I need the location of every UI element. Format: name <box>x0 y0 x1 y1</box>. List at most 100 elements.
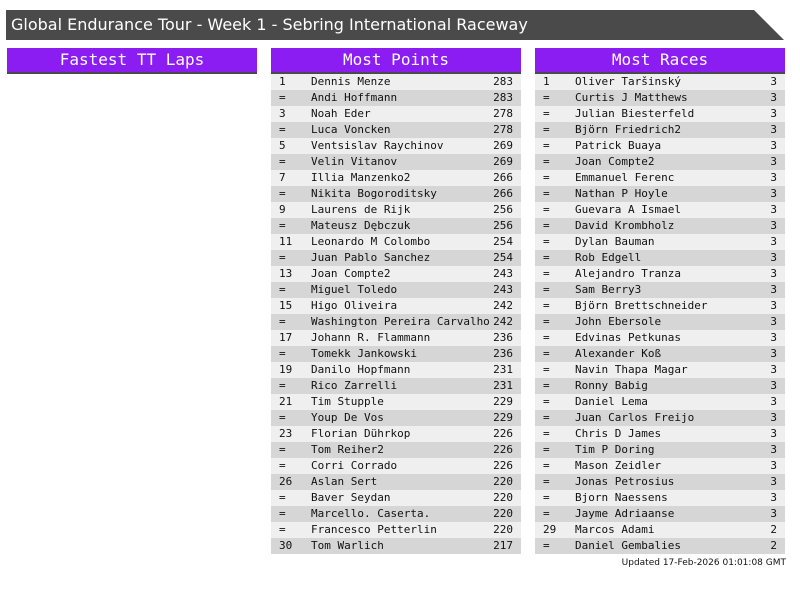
leaderboard-panel: Most Points 1 Dennis Menze 283 = Andi Hoffman… <box>271 48 521 554</box>
leaderboard-row: = Guevara A Ismael 3 <box>535 202 785 218</box>
driver-name: Washington Pereira Carvalho <box>311 315 490 328</box>
score: 278 <box>493 123 513 136</box>
leaderboard-row: = Velin Vitanov 269 <box>271 154 521 170</box>
driver-name: Youp De Vos <box>311 411 384 424</box>
driver-name: Francesco Petterlin <box>311 523 437 536</box>
driver-name: Higo Oliveira <box>311 299 398 312</box>
rank: = <box>279 507 286 520</box>
driver-name: Rico Zarrelli <box>311 379 398 392</box>
rank: = <box>543 475 550 488</box>
rank: 1 <box>543 75 550 88</box>
leaderboard-row: 15 Higo Oliveira 242 <box>271 298 521 314</box>
rank: = <box>543 539 550 552</box>
score: 226 <box>493 443 513 456</box>
rank: = <box>543 427 550 440</box>
leaderboard-row: = Dylan Bauman 3 <box>535 234 785 250</box>
panel-header: Most Races <box>535 48 785 74</box>
score: 3 <box>770 123 777 136</box>
driver-name: Julian Biesterfeld <box>575 107 695 120</box>
driver-name: Rob Edgell <box>575 251 642 264</box>
rank: = <box>279 155 286 168</box>
driver-name: Tom Warlich <box>311 539 384 552</box>
leaderboard-row: 5 Ventsislav Raychinov 269 <box>271 138 521 154</box>
panel-header: Fastest TT Laps <box>7 48 257 74</box>
leaderboard-row: = Emmanuel Ferenc 3 <box>535 170 785 186</box>
leaderboard-row: = Luca Voncken 278 <box>271 122 521 138</box>
rank: 7 <box>279 171 286 184</box>
rank: = <box>543 491 550 504</box>
driver-name: Corri Corrado <box>311 459 398 472</box>
driver-name: Aslan Sert <box>311 475 378 488</box>
score: 226 <box>493 459 513 472</box>
score: 220 <box>493 523 513 536</box>
driver-name: Alejandro Tranza <box>575 267 681 280</box>
driver-name: Illia Manzenko2 <box>311 171 411 184</box>
driver-name: Baver Seydan <box>311 491 391 504</box>
leaderboard-row: = Juan Pablo Sanchez 254 <box>271 250 521 266</box>
leaderboard-row: = Sam Berry3 3 <box>535 282 785 298</box>
rank: = <box>543 219 550 232</box>
leaderboard-row: 26 Aslan Sert 220 <box>271 474 521 490</box>
rank: = <box>543 395 550 408</box>
leaderboard-row: = Baver Seydan 220 <box>271 490 521 506</box>
driver-name: Mason Zeidler <box>575 459 662 472</box>
rank: 13 <box>279 267 293 280</box>
rank: 26 <box>279 475 293 488</box>
leaderboard-row: = Edvinas Petkunas 3 <box>535 330 785 346</box>
driver-name: Jayme Adriaanse <box>575 507 675 520</box>
score: 3 <box>770 427 777 440</box>
score: 3 <box>770 491 777 504</box>
score: 242 <box>493 315 513 328</box>
score: 243 <box>493 267 513 280</box>
rank: = <box>543 139 550 152</box>
rank: = <box>543 187 550 200</box>
leaderboard-row: = Alejandro Tranza 3 <box>535 266 785 282</box>
rank: = <box>543 443 550 456</box>
leaderboard-row: = Rico Zarrelli 231 <box>271 378 521 394</box>
driver-name: Laurens de Rijk <box>311 203 411 216</box>
rank: = <box>543 267 550 280</box>
driver-name: Alexander Koß <box>575 347 662 360</box>
rank: = <box>279 315 286 328</box>
leaderboard-row: = Joan Compte2 3 <box>535 154 785 170</box>
driver-name: Tomekk Jankowski <box>311 347 417 360</box>
rank: 21 <box>279 395 293 408</box>
score: 229 <box>493 395 513 408</box>
rank: 15 <box>279 299 293 312</box>
score: 3 <box>770 235 777 248</box>
leaderboard-row: 1 Oliver Taršinský 3 <box>535 74 785 90</box>
leaderboard-row: = Patrick Buaya 3 <box>535 138 785 154</box>
score: 3 <box>770 251 777 264</box>
score: 3 <box>770 379 777 392</box>
rank: = <box>543 203 550 216</box>
leaderboard-row: = Jayme Adriaanse 3 <box>535 506 785 522</box>
score: 283 <box>493 91 513 104</box>
score: 231 <box>493 363 513 376</box>
driver-name: Navin Thapa Magar <box>575 363 688 376</box>
driver-name: Curtis J Matthews <box>575 91 688 104</box>
score: 3 <box>770 459 777 472</box>
driver-name: Guevara A Ismael <box>575 203 681 216</box>
rank: = <box>543 251 550 264</box>
score: 217 <box>493 539 513 552</box>
driver-name: Miguel Toledo <box>311 283 398 296</box>
panel-header: Most Points <box>271 48 521 74</box>
page-title: Global Endurance Tour - Week 1 - Sebring… <box>6 10 784 40</box>
score: 3 <box>770 91 777 104</box>
rank: = <box>279 91 286 104</box>
score: 220 <box>493 475 513 488</box>
rank: = <box>279 491 286 504</box>
score: 2 <box>770 539 777 552</box>
leaderboard-row: = Miguel Toledo 243 <box>271 282 521 298</box>
leaderboard-row: = Chris D James 3 <box>535 426 785 442</box>
leaderboard-rows: 1 Dennis Menze 283 = Andi Hoffmann 283 3 Noah E… <box>271 74 521 554</box>
driver-name: Joan Compte2 <box>311 267 391 280</box>
driver-name: Juan Carlos Freijo <box>575 411 695 424</box>
driver-name: Florian Dührkop <box>311 427 411 440</box>
rank: = <box>543 315 550 328</box>
score: 266 <box>493 171 513 184</box>
rank: 11 <box>279 235 293 248</box>
score: 256 <box>493 219 513 232</box>
leaderboard-row: = Björn Brettschneider 3 <box>535 298 785 314</box>
driver-name: Björn Friedrich2 <box>575 123 681 136</box>
